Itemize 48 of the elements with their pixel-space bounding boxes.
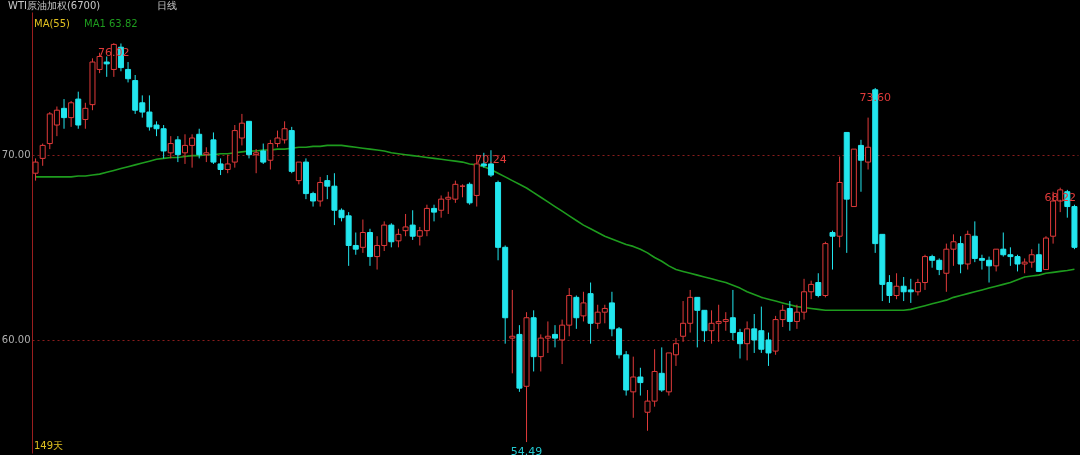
candlestick bbox=[1035, 243, 1042, 272]
candlestick bbox=[174, 135, 181, 163]
y-tick-label: 70.00 bbox=[1, 149, 31, 161]
candlestick bbox=[395, 228, 402, 248]
candlestick bbox=[260, 143, 267, 165]
candlestick bbox=[865, 117, 872, 170]
y-tick-label: 60.00 bbox=[1, 334, 31, 346]
candlestick bbox=[167, 135, 174, 159]
candlestick bbox=[68, 100, 75, 128]
candlestick bbox=[39, 143, 46, 167]
chart-title: WTI原油加权(6700) bbox=[8, 0, 101, 11]
candlestick bbox=[409, 209, 416, 241]
chart-subtitle: 日线 bbox=[156, 0, 177, 11]
candlestick bbox=[637, 367, 644, 397]
candlestick bbox=[893, 272, 900, 300]
candlestick bbox=[580, 291, 587, 322]
candlestick bbox=[829, 230, 836, 271]
candlestick bbox=[786, 300, 793, 332]
candlestick bbox=[317, 176, 324, 208]
candlestick bbox=[402, 213, 409, 237]
candlestick bbox=[466, 181, 473, 206]
annotation: 149天 bbox=[34, 440, 64, 451]
candlestick bbox=[32, 157, 39, 182]
candlestick bbox=[993, 248, 1000, 272]
candlestick bbox=[552, 324, 558, 348]
candlestick bbox=[253, 148, 260, 174]
candlestick bbox=[744, 320, 751, 361]
candlestick bbox=[295, 161, 302, 185]
candlestick bbox=[388, 222, 395, 248]
candlestick bbox=[196, 128, 203, 159]
candlestick bbox=[573, 295, 580, 330]
candlestick bbox=[509, 289, 516, 374]
candlestick bbox=[61, 98, 68, 130]
candlestick bbox=[210, 131, 217, 165]
candlestick bbox=[658, 346, 665, 393]
legend-title: MA(55) bbox=[34, 18, 71, 29]
annotation: 54.49 bbox=[510, 445, 543, 455]
candlestick bbox=[857, 139, 864, 193]
candlestick bbox=[224, 154, 231, 174]
candlestick bbox=[359, 219, 366, 254]
candlestick bbox=[815, 272, 822, 298]
candlestick bbox=[125, 61, 132, 83]
candlestick bbox=[957, 235, 964, 274]
text: MA1 63.82 bbox=[84, 18, 138, 29]
candlestick bbox=[82, 102, 89, 130]
candlestick bbox=[431, 204, 438, 222]
candlestick bbox=[103, 55, 110, 78]
candlestick bbox=[630, 356, 637, 419]
